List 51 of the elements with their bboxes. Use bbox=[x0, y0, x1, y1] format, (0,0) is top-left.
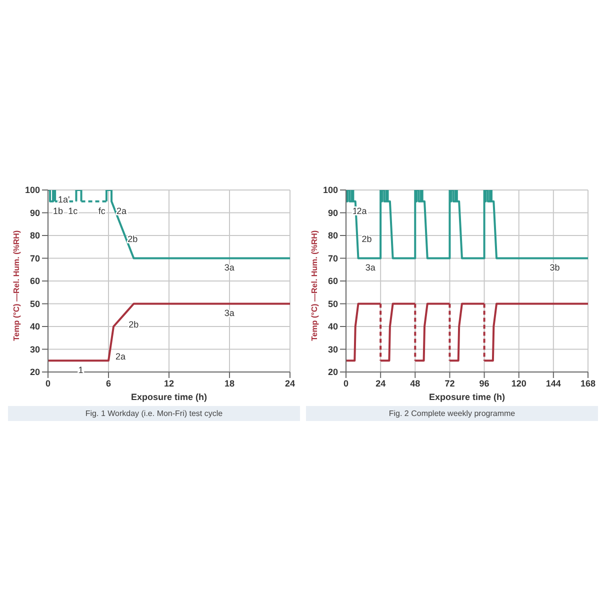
x-tick-label: 24 bbox=[284, 378, 296, 388]
annotation: 2b bbox=[362, 234, 372, 244]
x-tick-label: 6 bbox=[106, 378, 112, 388]
y-tick-label: 80 bbox=[30, 230, 40, 241]
annotation: 3b bbox=[550, 262, 560, 273]
annotation: fc bbox=[98, 206, 106, 216]
x-tick-label: 144 bbox=[546, 378, 561, 388]
annotation: 3a bbox=[224, 308, 234, 318]
annotation: 1a' bbox=[58, 194, 70, 204]
x-tick-label: 18 bbox=[224, 378, 235, 388]
y-tick-label: 40 bbox=[328, 322, 338, 332]
x-tick-label: 120 bbox=[511, 378, 526, 388]
y-tick-label: 40 bbox=[30, 322, 40, 332]
x-tick-label: 72 bbox=[444, 378, 455, 388]
annotation: 1b bbox=[53, 206, 64, 216]
y-tick-label: 80 bbox=[328, 230, 338, 241]
y-tick-label: 30 bbox=[30, 344, 40, 354]
y-tick-label: 30 bbox=[328, 344, 338, 354]
x-tick-label: 24 bbox=[376, 378, 386, 388]
y-tick-label: 100 bbox=[322, 185, 338, 196]
annotation: 3a bbox=[224, 262, 234, 273]
x-tick-label: 12 bbox=[164, 378, 174, 388]
y-tick-label: 70 bbox=[30, 253, 40, 264]
annotation: 2a bbox=[356, 206, 367, 216]
x-axis-title: Exposure time (h) bbox=[428, 392, 506, 402]
x-tick-label: 48 bbox=[410, 378, 420, 388]
y-tick-label: 90 bbox=[328, 208, 338, 218]
x-tick-label: 0 bbox=[45, 378, 51, 388]
y-tick-label: 70 bbox=[328, 253, 338, 264]
y-tick-label: 20 bbox=[328, 367, 338, 378]
annotation: 2b bbox=[128, 234, 138, 244]
x-tick-label: 168 bbox=[580, 378, 596, 388]
annotation: 2b bbox=[128, 320, 139, 330]
text: Fig. 1 Workday (i.e. Mon-Fri) test cycle bbox=[8, 406, 300, 421]
text: Fig. 2 Complete weekly programme bbox=[306, 406, 598, 421]
y-tick-label: 90 bbox=[30, 208, 40, 218]
x-tick-label: 0 bbox=[343, 378, 349, 388]
y-axis-title: Temp (°C) —Rel. Hum. (%RH) bbox=[310, 230, 319, 341]
x-tick-label: 96 bbox=[479, 378, 490, 388]
y-tick-label: 50 bbox=[30, 298, 40, 309]
y-tick-label: 60 bbox=[328, 276, 338, 286]
y-tick-label: 100 bbox=[24, 185, 40, 196]
y-tick-label: 50 bbox=[328, 298, 338, 309]
y-tick-label: 60 bbox=[30, 276, 40, 286]
annotation: 3a bbox=[365, 262, 376, 273]
annotation: 2a bbox=[116, 206, 127, 216]
y-tick-label: 20 bbox=[30, 367, 40, 378]
y-axis-title: Temp (°C) —Rel. Hum. (%RH) bbox=[12, 230, 21, 341]
annotation: 1c bbox=[68, 206, 78, 216]
x-axis-title: Exposure time (h) bbox=[130, 392, 208, 402]
annotation: 2a bbox=[116, 351, 126, 362]
